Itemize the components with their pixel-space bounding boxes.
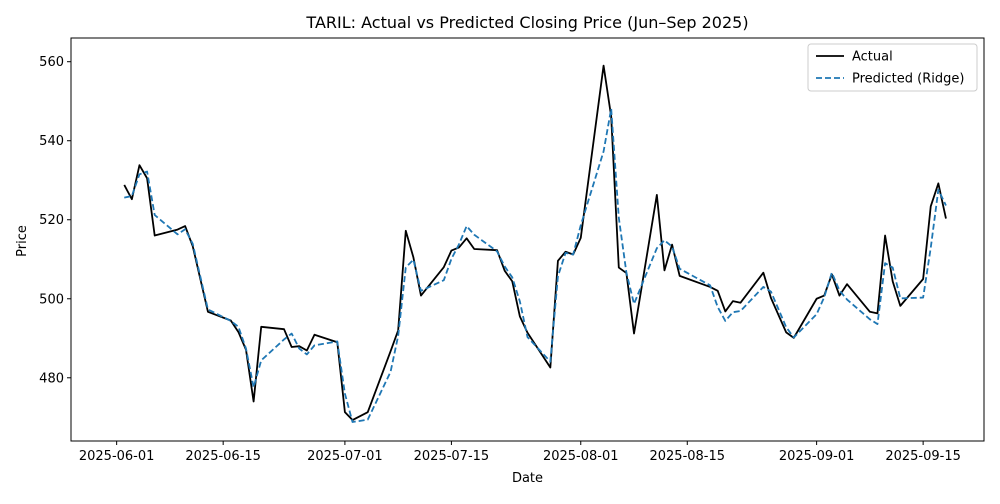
legend: Actual Predicted (Ridge) — [807, 43, 978, 92]
x-tick-label: 2025-09-15 — [885, 449, 961, 464]
y-tick-label: 540 — [39, 134, 64, 149]
x-tick-label: 2025-08-01 — [543, 449, 619, 464]
chart-title: TARIL: Actual vs Predicted Closing Price… — [305, 13, 748, 32]
x-tick-label: 2025-09-01 — [779, 449, 855, 464]
x-tick-label: 2025-06-01 — [79, 449, 155, 464]
series-line-predicted — [124, 107, 947, 423]
y-tick-label: 560 — [39, 55, 64, 70]
x-tick-label: 2025-06-15 — [185, 449, 261, 464]
y-tick-label: 520 — [39, 213, 64, 228]
series-line-actual — [123, 64, 947, 421]
x-tick-label: 2025-07-15 — [414, 449, 490, 464]
plot-area — [123, 64, 947, 423]
y-tick-label: 480 — [39, 371, 64, 386]
legend-label-predicted: Predicted (Ridge) — [852, 72, 964, 87]
legend-box — [807, 43, 978, 92]
legend-label-actual: Actual — [852, 50, 893, 65]
x-tick-label: 2025-07-01 — [307, 449, 383, 464]
axes: 2025-06-01 2025-06-15 2025-07-01 2025-07-15… — [39, 37, 985, 464]
x-tick-label: 2025-08-15 — [649, 449, 725, 464]
y-axis-label: Price — [15, 225, 30, 257]
y-tick-label: 500 — [39, 292, 64, 307]
axes-frame — [70, 37, 985, 442]
x-axis-label: Date — [512, 471, 543, 486]
